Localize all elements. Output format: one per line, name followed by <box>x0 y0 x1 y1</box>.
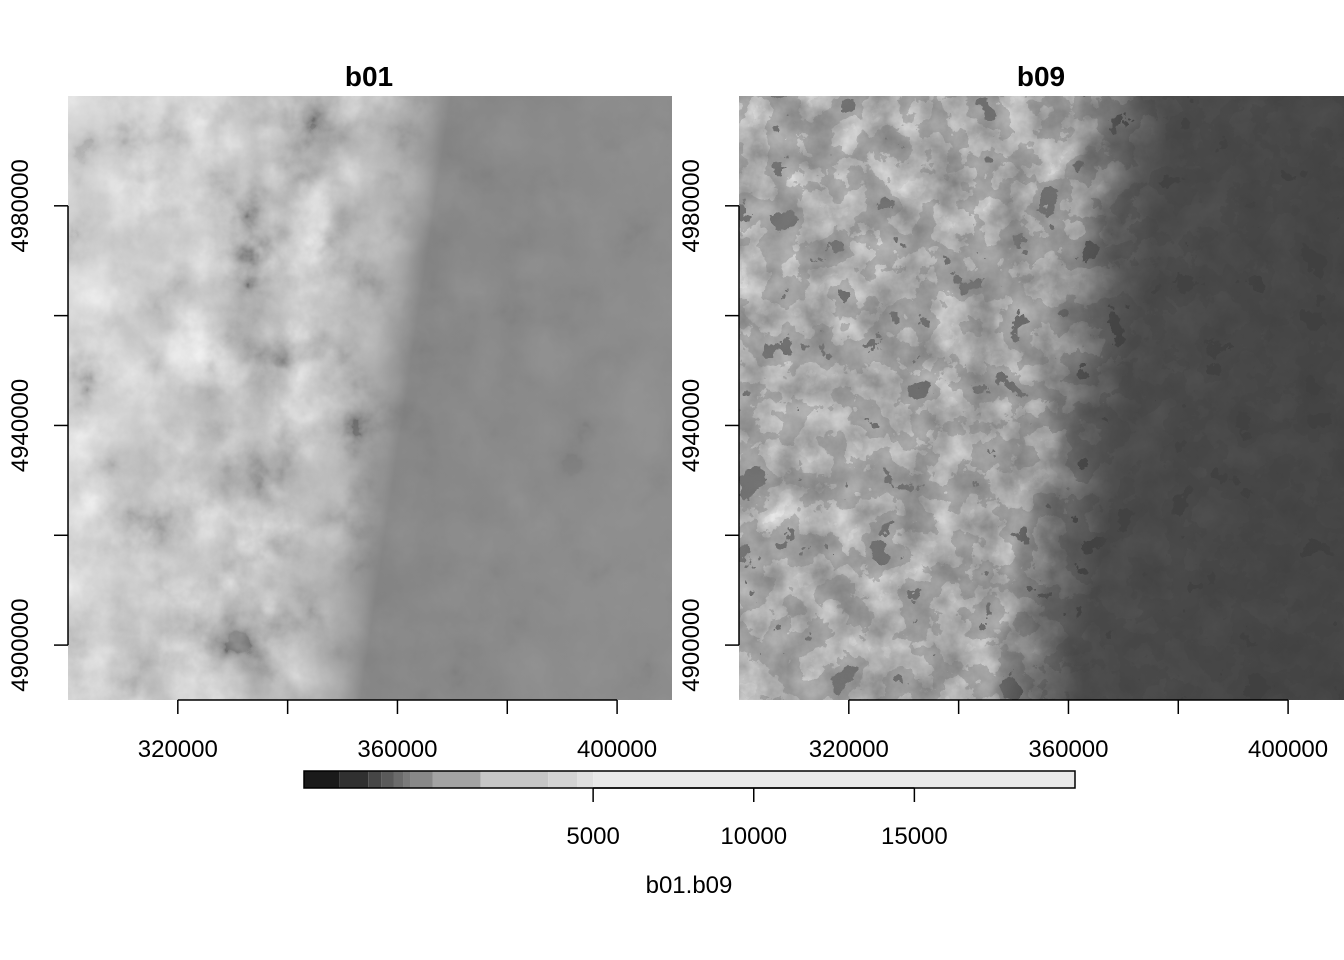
legend-color-segment <box>339 771 369 788</box>
x-tick-label: 320000 <box>809 736 889 763</box>
x-tick-label: 360000 <box>1028 736 1108 763</box>
raster-image <box>68 96 672 700</box>
legend-color-segment <box>593 771 1075 788</box>
axes: 320000 360000 400000 4900000 4940000 4980000 <box>7 159 657 763</box>
legend-tick-label: 15000 <box>881 823 948 850</box>
legend-color-segment <box>403 771 411 788</box>
legend-color-segment <box>548 771 578 788</box>
y-tick-label: 4900000 <box>7 598 34 691</box>
panel-b09: b09 320000 360000 400000 4900000 4940000 4980… <box>678 61 1344 763</box>
y-tick-label: 4980000 <box>678 159 705 252</box>
legend-axis: 5000 10000 15000 <box>566 787 948 850</box>
x-tick-label: 360000 <box>357 736 437 763</box>
raster-image <box>739 96 1344 700</box>
axes: 320000 360000 400000 4900000 4940000 4980000 <box>678 159 1328 763</box>
legend-color-segment <box>480 771 549 788</box>
legend-color-segment <box>381 771 394 788</box>
legend-color-segment <box>577 771 594 788</box>
legend-color-segment <box>410 771 433 788</box>
panel-title: b01 <box>345 61 393 92</box>
y-tick-label: 4900000 <box>678 598 705 691</box>
legend-color-segment <box>368 771 382 788</box>
panel-b01: b01 320000 360000 400000 4900000 4940000 4980… <box>7 61 672 763</box>
legend-color-segment <box>304 771 340 788</box>
legend-color-segment <box>393 771 404 788</box>
x-tick-label: 400000 <box>1248 736 1328 763</box>
legend-tick-label: 10000 <box>720 823 787 850</box>
x-tick-label: 320000 <box>138 736 218 763</box>
y-tick-label: 4980000 <box>7 159 34 252</box>
y-tick-label: 4940000 <box>678 379 705 472</box>
x-tick-label: 400000 <box>577 736 657 763</box>
panel-title: b09 <box>1017 61 1065 92</box>
legend-tick-label: 5000 <box>566 823 619 850</box>
y-tick-label: 4940000 <box>7 379 34 472</box>
legend-color-segment <box>432 771 481 788</box>
legend-colorbar <box>303 770 1076 789</box>
legend: 5000 10000 15000 b01.b09 <box>303 770 1076 899</box>
legend-title: b01.b09 <box>646 872 733 899</box>
